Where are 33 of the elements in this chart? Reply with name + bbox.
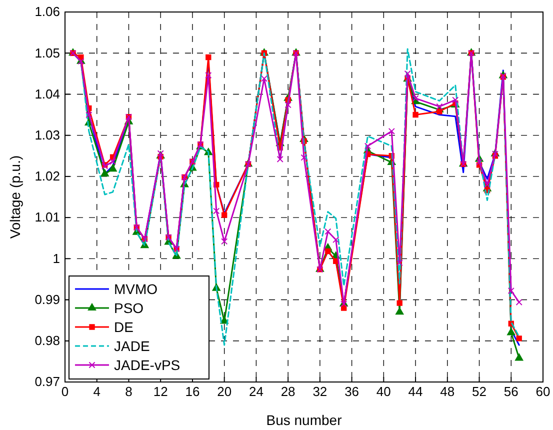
y-tick-label: 1.04 — [34, 86, 60, 102]
x-tick-label: 16 — [185, 384, 200, 400]
x-tick-label: 24 — [248, 384, 264, 400]
y-tick-label: 1.05 — [34, 45, 60, 60]
y-tick-label: 1.01 — [34, 210, 60, 225]
x-axis-title: Bus number — [266, 412, 342, 428]
x-tick-label: 4 — [93, 384, 100, 400]
y-tick-label: 1 — [52, 250, 60, 266]
x-tick-label: 28 — [280, 384, 296, 400]
y-tick-label: 1.03 — [34, 127, 60, 142]
y-tick-label: 1.06 — [34, 4, 60, 20]
x-tick-label: 60 — [536, 384, 550, 400]
legend-label: DE — [114, 319, 134, 335]
x-tick-label: 36 — [344, 384, 360, 400]
y-tick-label: 0.97 — [34, 374, 60, 390]
x-tick-label: 40 — [376, 384, 391, 400]
legend-label: PSO — [114, 300, 144, 316]
x-tick-label: 32 — [312, 384, 328, 400]
legend-label: JADE — [114, 338, 150, 354]
x-tick-label: 8 — [125, 384, 132, 400]
x-tick-label: 52 — [472, 384, 486, 400]
legend-label: MVMO — [114, 281, 158, 297]
y-tick-label: 1.02 — [34, 168, 60, 184]
x-tick-label: 44 — [408, 384, 423, 400]
x-tick-label: 56 — [504, 384, 518, 400]
x-tick-label: 0 — [61, 384, 69, 400]
x-tick-label: 12 — [153, 384, 168, 400]
y-tick-label: 0.98 — [34, 333, 60, 348]
x-tick-label: 48 — [440, 384, 455, 400]
x-tick-label: 20 — [217, 384, 232, 400]
legend-label: JADE-vPS — [114, 357, 180, 373]
y-axis-title: Voltage (p.u.) — [7, 155, 23, 239]
y-tick-label: 0.99 — [34, 292, 60, 307]
